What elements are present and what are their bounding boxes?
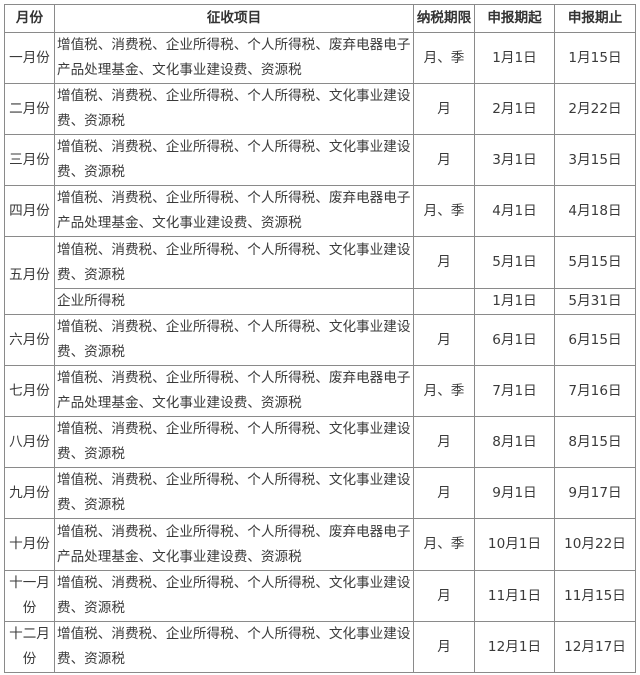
period-cell: 月	[413, 236, 475, 289]
month-cell: 一月份	[4, 32, 55, 84]
end-cell: 5月15日	[554, 236, 636, 289]
month-cell: 七月份	[4, 365, 55, 417]
month-cell: 四月份	[4, 185, 55, 237]
end-cell: 6月15日	[554, 314, 636, 366]
end-cell: 3月15日	[554, 134, 636, 186]
start-cell: 8月1日	[474, 416, 555, 468]
items-cell: 增值税、消费税、企业所得税、个人所得税、废弃电器电子产品处理基金、文化事业建设费…	[54, 185, 414, 237]
month-cell: 二月份	[4, 83, 55, 135]
table-row: 十月份 增值税、消费税、企业所得税、个人所得税、废弃电器电子产品处理基金、文化事业…	[4, 518, 636, 571]
header-start: 申报期起	[474, 4, 555, 33]
start-cell: 6月1日	[474, 314, 555, 366]
start-cell: 5月1日	[474, 236, 555, 289]
table-row: 一月份 增值税、消费税、企业所得税、个人所得税、废弃电器电子产品处理基金、文化事业…	[4, 32, 636, 84]
end-cell: 5月31日	[554, 288, 636, 315]
period-cell: 月	[413, 83, 475, 135]
month-cell: 八月份	[4, 416, 55, 468]
end-cell: 12月17日	[554, 621, 636, 673]
end-cell: 8月15日	[554, 416, 636, 468]
end-cell: 1月15日	[554, 32, 636, 84]
start-cell: 12月1日	[474, 621, 555, 673]
end-cell: 2月22日	[554, 83, 636, 135]
end-cell: 11月15日	[554, 570, 636, 622]
period-cell: 月	[413, 314, 475, 366]
table-row: 六月份 增值税、消费税、企业所得税、个人所得税、文化事业建设费、资源税月 6月1日 6…	[4, 314, 636, 366]
end-cell: 7月16日	[554, 365, 636, 417]
start-cell: 2月1日	[474, 83, 555, 135]
table-row: 三月份 增值税、消费税、企业所得税、个人所得税、文化事业建设费、资源税月 3月1日 3…	[4, 134, 636, 186]
period-cell: 月、季	[413, 518, 475, 571]
header-end: 申报期止	[554, 4, 636, 33]
period-cell	[413, 288, 475, 315]
period-cell: 月、季	[413, 32, 475, 84]
items-cell: 增值税、消费税、企业所得税、个人所得税、文化事业建设费、资源税	[54, 467, 414, 519]
table-row: 七月份 增值税、消费税、企业所得税、个人所得税、废弃电器电子产品处理基金、文化事业…	[4, 365, 636, 417]
items-cell: 增值税、消费税、企业所得税、个人所得税、文化事业建设费、资源税	[54, 570, 414, 622]
start-cell: 4月1日	[474, 185, 555, 237]
table-row: 十二月份 增值税、消费税、企业所得税、个人所得税、文化事业建设费、资源税月 12月1…	[4, 621, 636, 673]
table-row: 企业所得税 1月1日 5月31日	[5, 288, 636, 315]
items-cell: 增值税、消费税、企业所得税、个人所得税、文化事业建设费、资源税	[54, 236, 414, 289]
table-row: 九月份 增值税、消费税、企业所得税、个人所得税、文化事业建设费、资源税月 9月1日 9…	[4, 467, 636, 519]
period-cell: 月	[413, 416, 475, 468]
start-cell: 10月1日	[474, 518, 555, 571]
end-cell: 9月17日	[554, 467, 636, 519]
start-cell: 1月1日	[474, 32, 555, 84]
items-cell: 增值税、消费税、企业所得税、个人所得税、文化事业建设费、资源税	[54, 416, 414, 468]
items-cell: 增值税、消费税、企业所得税、个人所得税、文化事业建设费、资源税	[54, 314, 414, 366]
items-cell: 增值税、消费税、企业所得税、个人所得税、文化事业建设费、资源税	[54, 134, 414, 186]
start-cell: 9月1日	[474, 467, 555, 519]
month-cell: 十一月份	[4, 570, 55, 622]
items-cell: 增值税、消费税、企业所得税、个人所得税、文化事业建设费、资源税	[54, 621, 414, 673]
tax-calendar-table: 月份 征收项目 纳税期限 申报期起 申报期止 一月份 增值税、消费税、企业所得税、…	[4, 4, 636, 673]
start-cell: 11月1日	[474, 570, 555, 622]
start-cell: 3月1日	[474, 134, 555, 186]
month-cell: 六月份	[4, 314, 55, 366]
table-row: 十一月份 增值税、消费税、企业所得税、个人所得税、文化事业建设费、资源税月 11月1…	[4, 570, 636, 622]
month-cell: 五月份	[4, 236, 55, 315]
items-cell: 增值税、消费税、企业所得税、个人所得税、废弃电器电子产品处理基金、文化事业建设费…	[54, 518, 414, 571]
period-cell: 月、季	[413, 365, 475, 417]
header-row: 月份 征收项目 纳税期限 申报期起 申报期止	[4, 4, 636, 33]
start-cell: 7月1日	[474, 365, 555, 417]
end-cell: 10月22日	[554, 518, 636, 571]
end-cell: 4月18日	[554, 185, 636, 237]
month-cell: 十月份	[4, 518, 55, 571]
period-cell: 月、季	[413, 185, 475, 237]
month-cell: 十二月份	[4, 621, 55, 673]
header-items: 征收项目	[54, 4, 414, 33]
table-row: 五月份 增值税、消费税、企业所得税、个人所得税、文化事业建设费、资源税月 5月1日 5…	[4, 236, 636, 315]
items-cell: 增值税、消费税、企业所得税、个人所得税、文化事业建设费、资源税	[54, 83, 414, 135]
header-month: 月份	[4, 4, 55, 33]
period-cell: 月	[413, 134, 475, 186]
table-row: 二月份 增值税、消费税、企业所得税、个人所得税、文化事业建设费、资源税月 2月1日 2…	[4, 83, 636, 135]
month-cell: 九月份	[4, 467, 55, 519]
period-cell: 月	[413, 467, 475, 519]
items-cell: 企业所得税	[54, 288, 414, 315]
period-cell: 月	[413, 570, 475, 622]
header-period: 纳税期限	[413, 4, 475, 33]
table-row: 八月份 增值税、消费税、企业所得税、个人所得税、文化事业建设费、资源税月 8月1日 8…	[4, 416, 636, 468]
month-cell: 三月份	[4, 134, 55, 186]
items-cell: 增值税、消费税、企业所得税、个人所得税、废弃电器电子产品处理基金、文化事业建设费…	[54, 32, 414, 84]
table-row: 四月份 增值税、消费税、企业所得税、个人所得税、废弃电器电子产品处理基金、文化事业…	[4, 185, 636, 237]
items-cell: 增值税、消费税、企业所得税、个人所得税、废弃电器电子产品处理基金、文化事业建设费…	[54, 365, 414, 417]
period-cell: 月	[413, 621, 475, 673]
start-cell: 1月1日	[474, 288, 555, 315]
